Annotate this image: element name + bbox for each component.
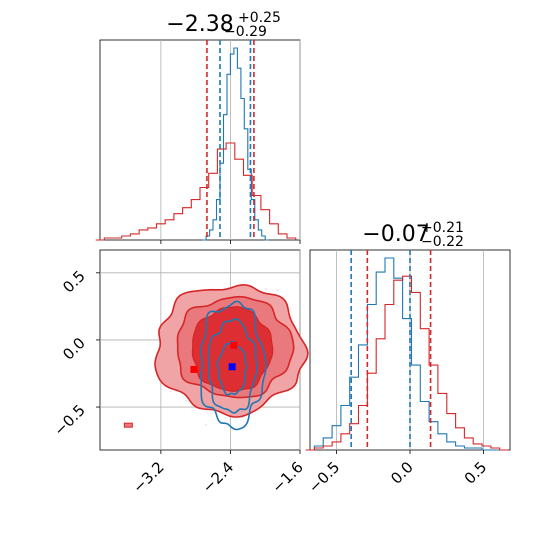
bottom-right-title-value: −0.07 xyxy=(362,222,429,247)
red-extra-marker xyxy=(190,365,198,373)
bottom-right-histograms xyxy=(305,257,509,451)
top-left-title-sup: +0.25 xyxy=(238,10,281,26)
bottom-left-scatter-point xyxy=(185,399,187,402)
top-left-title-sub: −0.29 xyxy=(224,24,267,40)
bottom-right-quantile-lines xyxy=(350,250,432,450)
bottom-left-ytick-label-0: 0.5 xyxy=(59,267,89,297)
top-left-title-value: −2.38 xyxy=(166,12,233,37)
blue-median-marker xyxy=(228,363,236,371)
blue-contour-inner xyxy=(216,340,248,396)
bottom-left-xtick-label-0: −3.2 xyxy=(129,458,167,496)
blue-contour-mid xyxy=(207,318,258,414)
top-left-histograms xyxy=(95,47,297,241)
top-left-frame xyxy=(99,39,301,241)
bottom-right-title-sup: +0.21 xyxy=(421,220,464,236)
red-contour-island xyxy=(123,422,133,428)
red-contour-inner xyxy=(191,306,274,393)
top-left-ticks xyxy=(160,240,301,244)
bottom-left-ytick-label-1: 0.0 xyxy=(59,334,89,364)
bottom-left-scatter-point xyxy=(205,424,208,426)
blue-contour-outer xyxy=(200,300,267,431)
top-left-histogram-1 xyxy=(95,142,297,241)
bottom-left-scatter-point xyxy=(265,288,267,290)
bottom-right-xtick-label-2: 0.5 xyxy=(461,458,491,488)
bottom-left-xtick-label-1: −2.4 xyxy=(199,458,237,496)
bottom-right-xtick-label-1: 0.0 xyxy=(387,458,417,488)
top-left-panel: −2.38 +0.25 −0.29 xyxy=(95,10,301,244)
bottom-left-scatter-point xyxy=(224,417,227,419)
bottom-left-ytick-label-2: −0.5 xyxy=(50,401,88,439)
top-left-quantile-lines xyxy=(206,40,255,240)
bottom-left-markers xyxy=(190,341,238,373)
top-left-histogram-0 xyxy=(202,47,269,241)
bottom-left-contours xyxy=(123,284,309,431)
bottom-left-panel: −3.2 −2.4 −1.6 0.5 0.0 −0.5 xyxy=(50,249,309,497)
bottom-right-histogram-1 xyxy=(305,275,509,451)
bottom-left-xtick-label-2: −1.6 xyxy=(268,458,306,496)
bottom-left-scatter-point xyxy=(276,289,278,292)
red-median-marker xyxy=(230,341,238,349)
bottom-left-scatter-point xyxy=(169,390,172,393)
bottom-right-xtick-label-0: −0.5 xyxy=(305,458,343,496)
bottom-right-title-sub: −0.22 xyxy=(421,234,464,250)
bottom-right-ticks: −0.5 0.0 0.5 xyxy=(305,450,491,497)
bottom-right-panel: −0.5 0.0 0.5 −0.07 +0.21 −0.22 xyxy=(305,220,511,497)
